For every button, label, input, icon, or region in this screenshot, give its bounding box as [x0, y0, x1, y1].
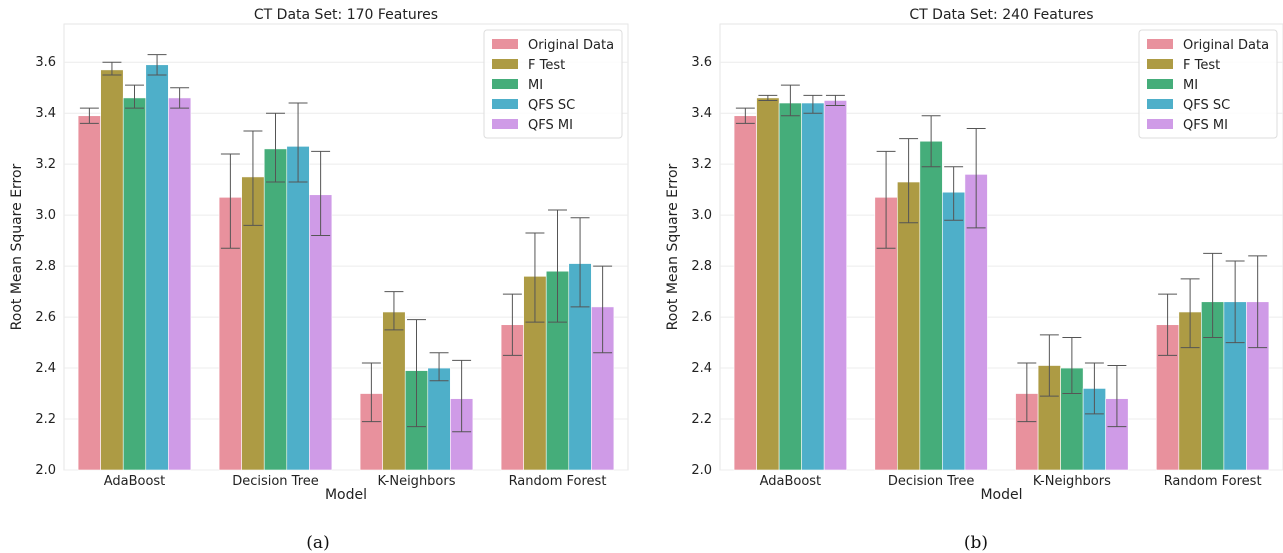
x-tick-label: AdaBoost — [104, 474, 166, 489]
y-axis-label: Root Mean Square Error — [9, 163, 25, 330]
bar — [942, 191, 966, 471]
y-tick-label: 3.4 — [35, 106, 56, 121]
bar — [286, 146, 310, 471]
legend-swatch — [1147, 59, 1173, 69]
bar — [897, 181, 921, 471]
chart-title: CT Data Set: 240 Features — [909, 7, 1093, 23]
bar — [823, 100, 847, 471]
x-tick-label: Random Forest — [1164, 474, 1262, 489]
y-tick-label: 2.4 — [691, 361, 712, 376]
legend-label: Original Data — [1183, 38, 1269, 53]
legend-label: Original Data — [528, 38, 614, 53]
y-tick-label: 2.8 — [691, 259, 712, 274]
chart-panel-2: 2.0 2.2 2.4 2.6 2.8 3.0 3.2 3.4 3.6 AdaBoost Decis… — [665, 7, 1283, 553]
bar — [100, 69, 124, 471]
legend-swatch — [492, 99, 518, 109]
y-tick-label: 2.0 — [35, 463, 56, 478]
legend-label: QFS SC — [1183, 98, 1230, 113]
chart-title: CT Data Set: 170 Features — [254, 7, 438, 23]
bar — [145, 64, 169, 471]
y-tick-label: 2.2 — [35, 412, 56, 427]
legend-label: QFS MI — [528, 118, 573, 133]
bar — [309, 194, 333, 471]
legend-swatch — [1147, 119, 1173, 129]
y-axis-label: Root Mean Square Error — [665, 163, 681, 330]
legend-swatch — [492, 59, 518, 69]
y-tick-label: 3.6 — [691, 55, 712, 70]
y-tick-label: 2.8 — [35, 259, 56, 274]
bar — [122, 97, 147, 471]
legend-swatch — [1147, 79, 1173, 89]
legend-label: MI — [1183, 78, 1198, 93]
bar — [733, 115, 757, 471]
x-tick-label: Random Forest — [509, 474, 607, 489]
legend-swatch — [1147, 99, 1173, 109]
bar — [427, 367, 451, 471]
y-tick-label: 2.4 — [35, 361, 56, 376]
legend-label: QFS MI — [1183, 118, 1228, 133]
bar — [168, 97, 192, 471]
legend: Original Data F Test MI QFS SC QFS MI — [1138, 29, 1278, 139]
y-tick-label: 3.2 — [691, 157, 712, 172]
y-tick-label: 3.0 — [691, 208, 712, 223]
y-tick-label: 3.4 — [691, 106, 712, 121]
y-tick-label: 3.2 — [35, 157, 56, 172]
bar — [778, 102, 802, 471]
bar — [756, 97, 780, 471]
legend-label: QFS SC — [528, 98, 575, 113]
legend-label: F Test — [528, 58, 565, 73]
chart-panel-1: 2.0 2.2 2.4 2.6 2.8 3.0 3.2 3.4 3.6 AdaBoost Decis… — [9, 7, 629, 553]
y-tick-label: 2.2 — [691, 412, 712, 427]
y-tick-label: 2.0 — [691, 463, 712, 478]
legend-swatch — [492, 119, 518, 129]
x-axis-label: Model — [325, 487, 367, 503]
legend-box — [1138, 29, 1278, 139]
bar — [263, 148, 288, 471]
x-tick-label: AdaBoost — [760, 474, 822, 489]
legend-label: MI — [528, 78, 543, 93]
bar — [919, 140, 943, 471]
legend-label: F Test — [1183, 58, 1220, 73]
subfigure-caption: (a) — [306, 533, 329, 553]
bar — [382, 311, 406, 471]
legend-box — [483, 29, 623, 139]
x-tick-label: K-Neighbors — [1033, 474, 1111, 489]
y-tick-label: 2.6 — [35, 310, 56, 325]
bar — [77, 115, 101, 471]
y-tick-label: 3.6 — [35, 55, 56, 70]
x-tick-label: K-Neighbors — [378, 474, 456, 489]
legend-swatch — [1147, 39, 1173, 49]
x-axis-label: Model — [980, 487, 1022, 503]
legend-swatch — [492, 39, 518, 49]
y-tick-label: 3.0 — [35, 208, 56, 223]
x-tick-label: Decision Tree — [232, 474, 319, 489]
y-tick-label: 2.6 — [691, 310, 712, 325]
bar — [801, 102, 825, 471]
subfigure-caption: (b) — [964, 533, 988, 553]
legend-swatch — [492, 79, 518, 89]
x-tick-label: Decision Tree — [888, 474, 975, 489]
legend: Original Data F Test MI QFS SC QFS MI — [483, 29, 623, 139]
